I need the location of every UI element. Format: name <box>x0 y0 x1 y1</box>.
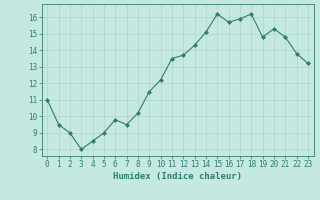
X-axis label: Humidex (Indice chaleur): Humidex (Indice chaleur) <box>113 172 242 181</box>
